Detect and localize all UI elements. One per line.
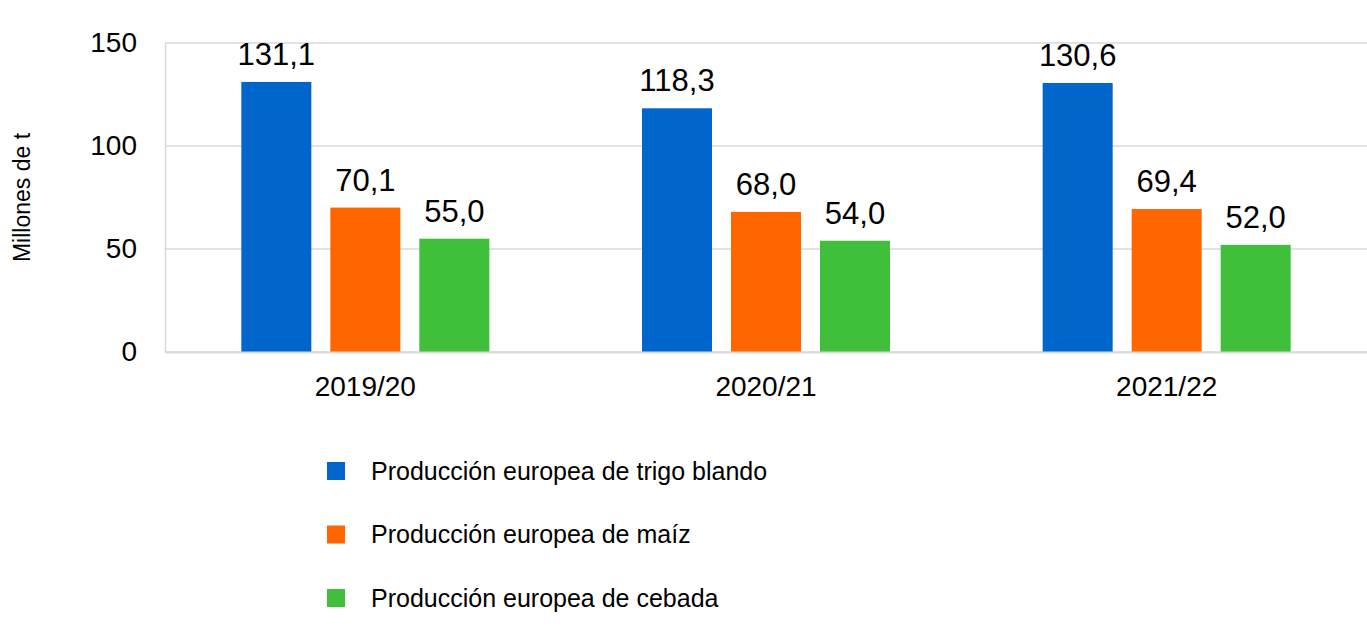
x-tick: 2019/20: [315, 352, 416, 402]
legend-label: Producción europea de maíz: [371, 520, 691, 548]
legend-swatch: [327, 526, 345, 544]
y-tick-label: 0: [121, 336, 137, 367]
bar: [241, 82, 311, 352]
data-label: 52,0: [1225, 200, 1285, 235]
bar: [1043, 83, 1113, 352]
grid-line: [165, 42, 1367, 44]
y-tick-label: 100: [90, 130, 137, 161]
data-label: 70,1: [335, 163, 395, 198]
y-tick: 150: [90, 27, 165, 58]
legend-item: Producción europea de maíz: [327, 520, 691, 548]
legend-swatch: [327, 462, 345, 480]
legend-item: Producción europea de trigo blando: [327, 457, 767, 485]
bar: [330, 208, 400, 352]
x-tick-label: 2020/21: [715, 371, 816, 402]
legend: Producción europea de trigo blando Produc…: [327, 457, 767, 612]
legend-label: Producción europea de cebada: [371, 584, 719, 612]
bar: [642, 108, 712, 352]
x-axis-line: [166, 352, 1367, 354]
legend-swatch: [327, 589, 345, 607]
data-label: 69,4: [1136, 164, 1196, 199]
grid: [165, 43, 1367, 352]
data-label: 54,0: [825, 196, 885, 231]
data-labels: 131,1 118,3 130,6 70,1 68,0 69,4 55,0 54,0 52,0: [238, 37, 1286, 235]
y-tick-label: 150: [90, 27, 137, 58]
data-label: 68,0: [736, 167, 796, 202]
x-tick: 2020/21: [715, 352, 816, 402]
data-label: 131,1: [238, 37, 316, 72]
bar: [731, 212, 801, 352]
data-label: 118,3: [639, 63, 714, 98]
data-label: 130,6: [1039, 38, 1117, 73]
bar: [1221, 245, 1291, 352]
x-tick-label: 2021/22: [1116, 371, 1217, 402]
bar: [1132, 209, 1202, 352]
y-axis-title: Millones de t: [9, 132, 35, 262]
x-tick-label: 2019/20: [315, 371, 416, 402]
bars: [241, 82, 1290, 352]
y-tick: 50: [106, 233, 165, 264]
plot: 0 50 100 150 131,1 118,3 130,6 70,1 68,0 69,4 55,0…: [90, 27, 1367, 402]
x-axis: 2019/20 2020/21 2021/22: [166, 352, 1367, 402]
bar: [820, 241, 890, 352]
y-axis: 0 50 100 150: [90, 27, 165, 367]
x-tick: 2021/22: [1116, 352, 1217, 402]
bar: [419, 239, 489, 352]
legend-label: Producción europea de trigo blando: [371, 457, 767, 485]
grid-line: [165, 145, 1367, 147]
data-label: 55,0: [424, 194, 484, 229]
y-tick: 100: [90, 130, 165, 161]
y-tick-label: 50: [106, 233, 137, 264]
legend-item: Producción europea de cebada: [327, 584, 719, 612]
chart: 0 50 100 150 131,1 118,3 130,6 70,1 68,0 69,4 55,0…: [0, 0, 1367, 632]
y-axis-line: [165, 44, 167, 353]
y-tick: 0: [121, 336, 165, 367]
